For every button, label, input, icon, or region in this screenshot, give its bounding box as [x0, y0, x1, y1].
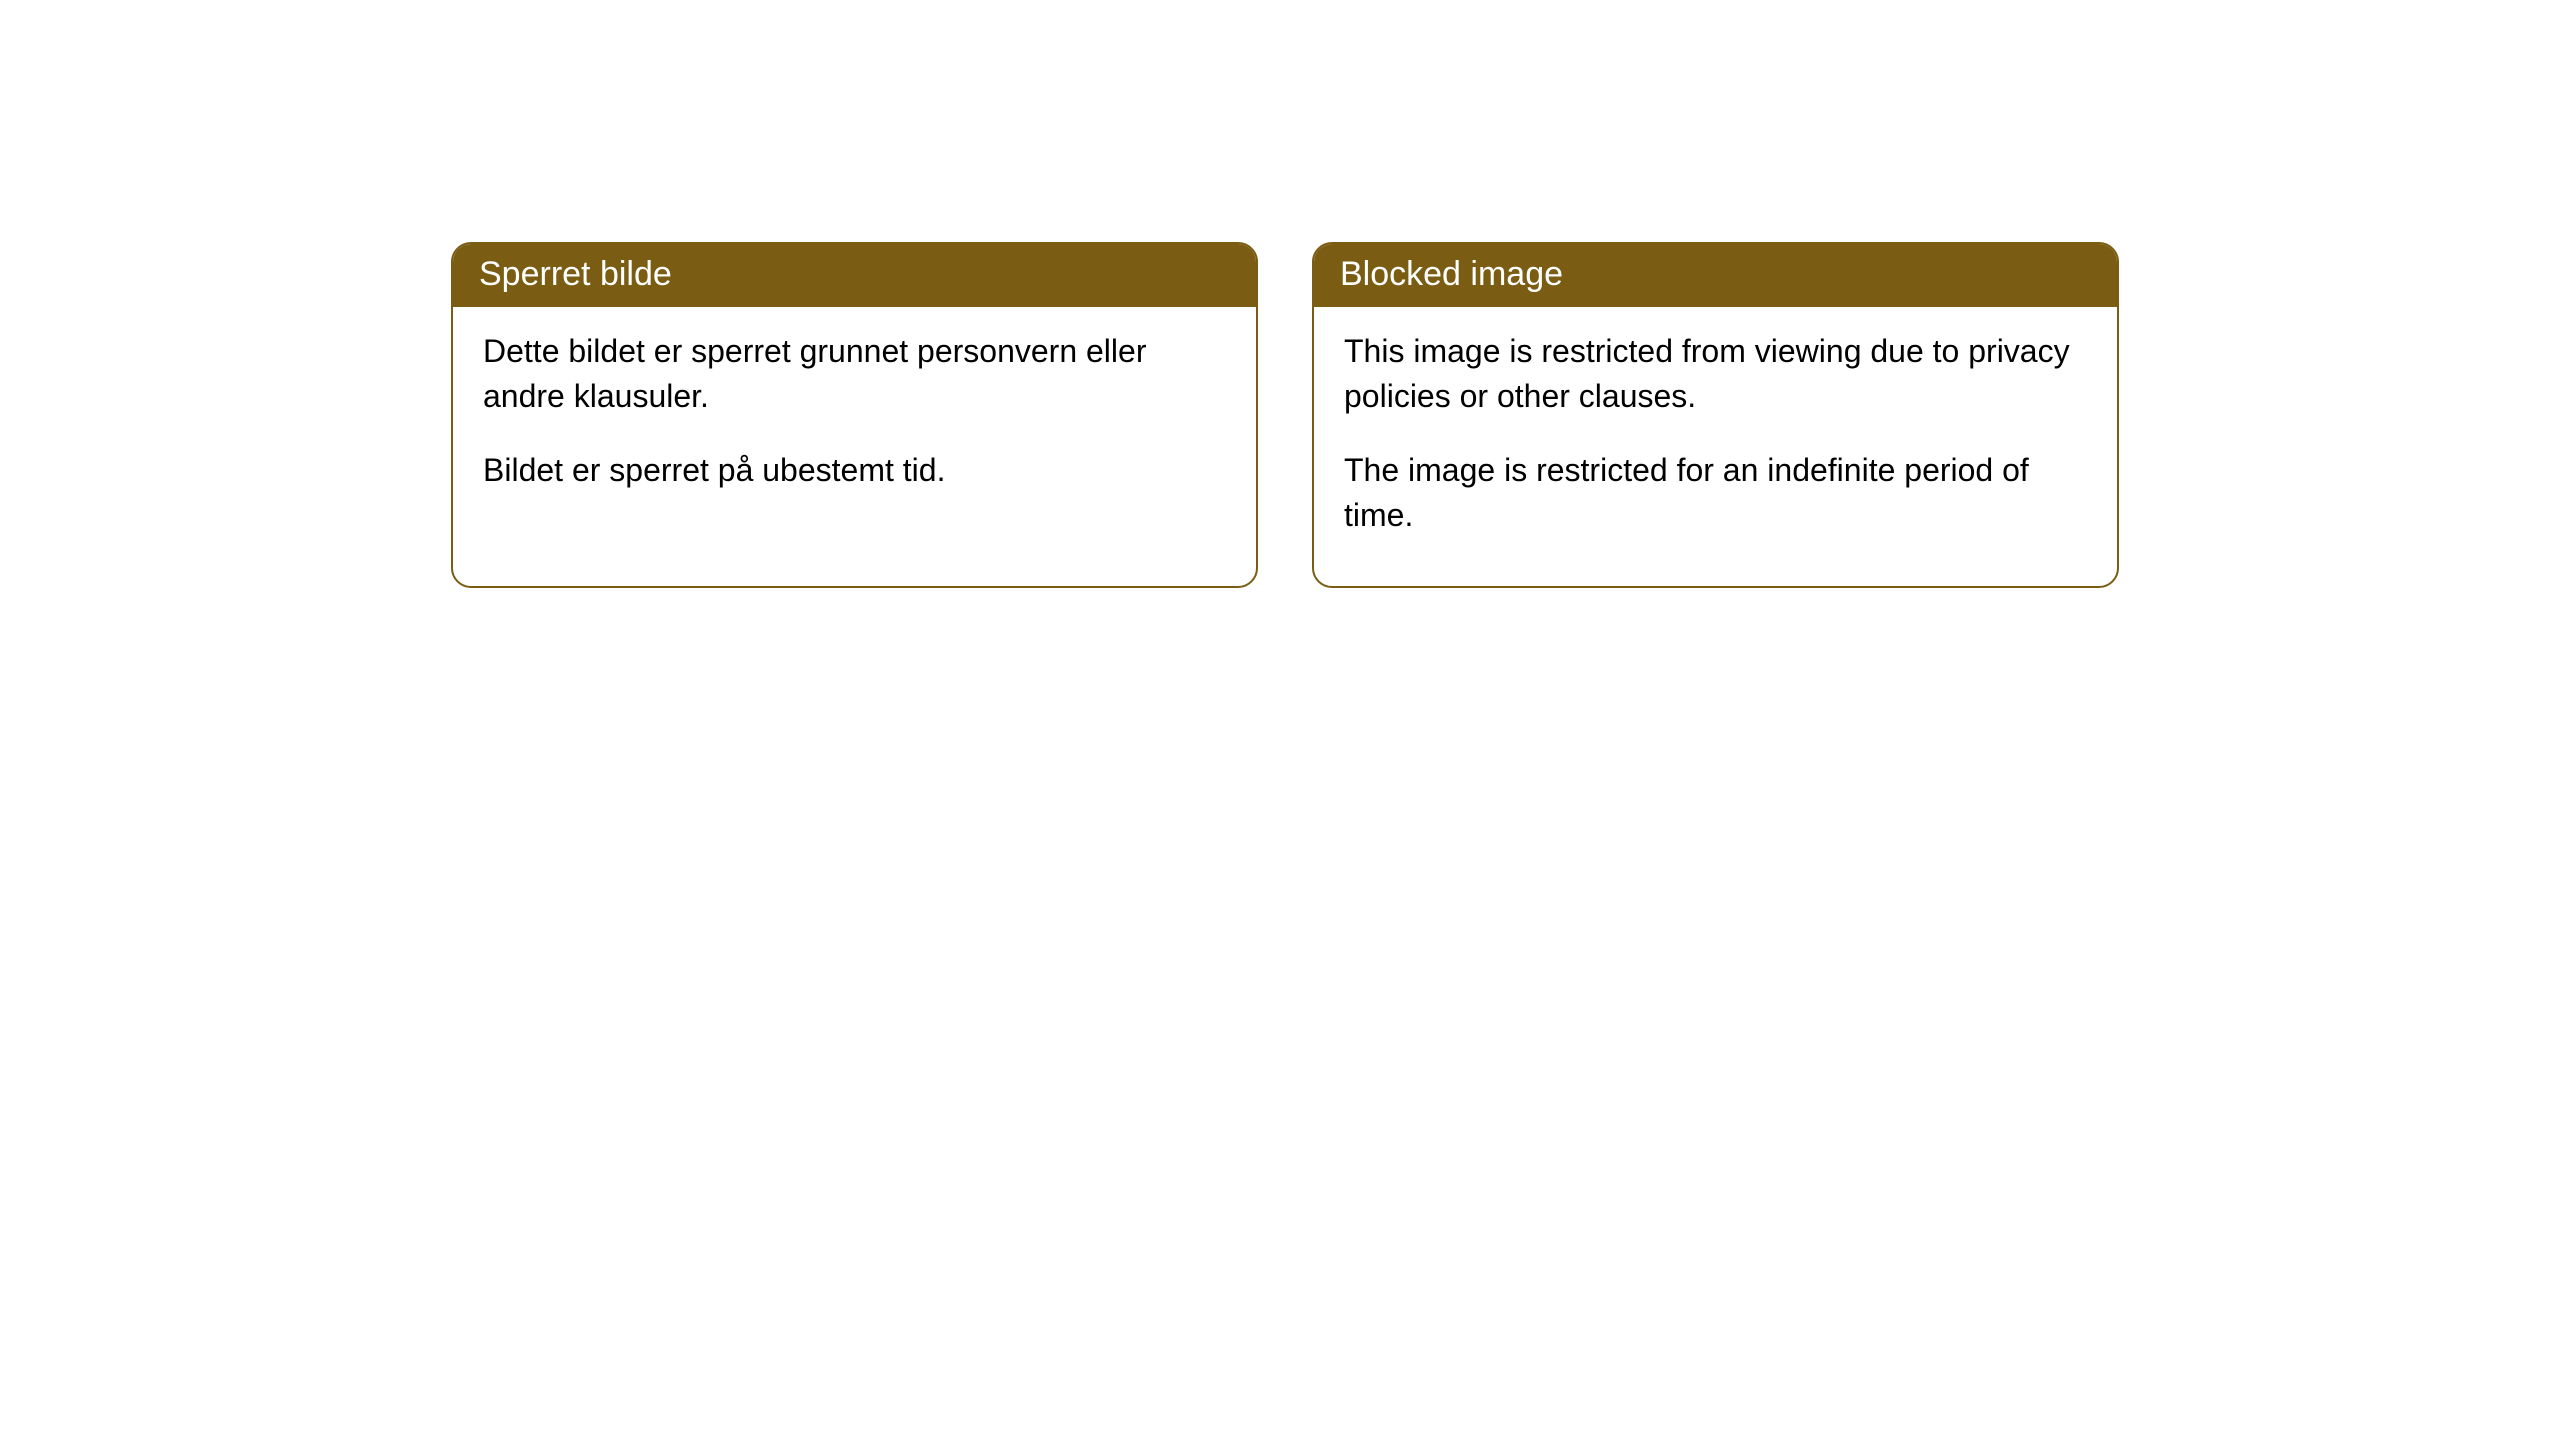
- notice-paragraph: Bildet er sperret på ubestemt tid.: [483, 448, 1226, 493]
- notice-card-norwegian: Sperret bilde Dette bildet er sperret gr…: [451, 242, 1258, 588]
- notice-paragraph: This image is restricted from viewing du…: [1344, 329, 2087, 419]
- card-header: Blocked image: [1314, 244, 2117, 307]
- card-body: This image is restricted from viewing du…: [1314, 307, 2117, 586]
- notice-container: Sperret bilde Dette bildet er sperret gr…: [0, 0, 2560, 588]
- notice-paragraph: The image is restricted for an indefinit…: [1344, 448, 2087, 538]
- card-body: Dette bildet er sperret grunnet personve…: [453, 307, 1256, 541]
- notice-paragraph: Dette bildet er sperret grunnet personve…: [483, 329, 1226, 419]
- notice-card-english: Blocked image This image is restricted f…: [1312, 242, 2119, 588]
- card-header: Sperret bilde: [453, 244, 1256, 307]
